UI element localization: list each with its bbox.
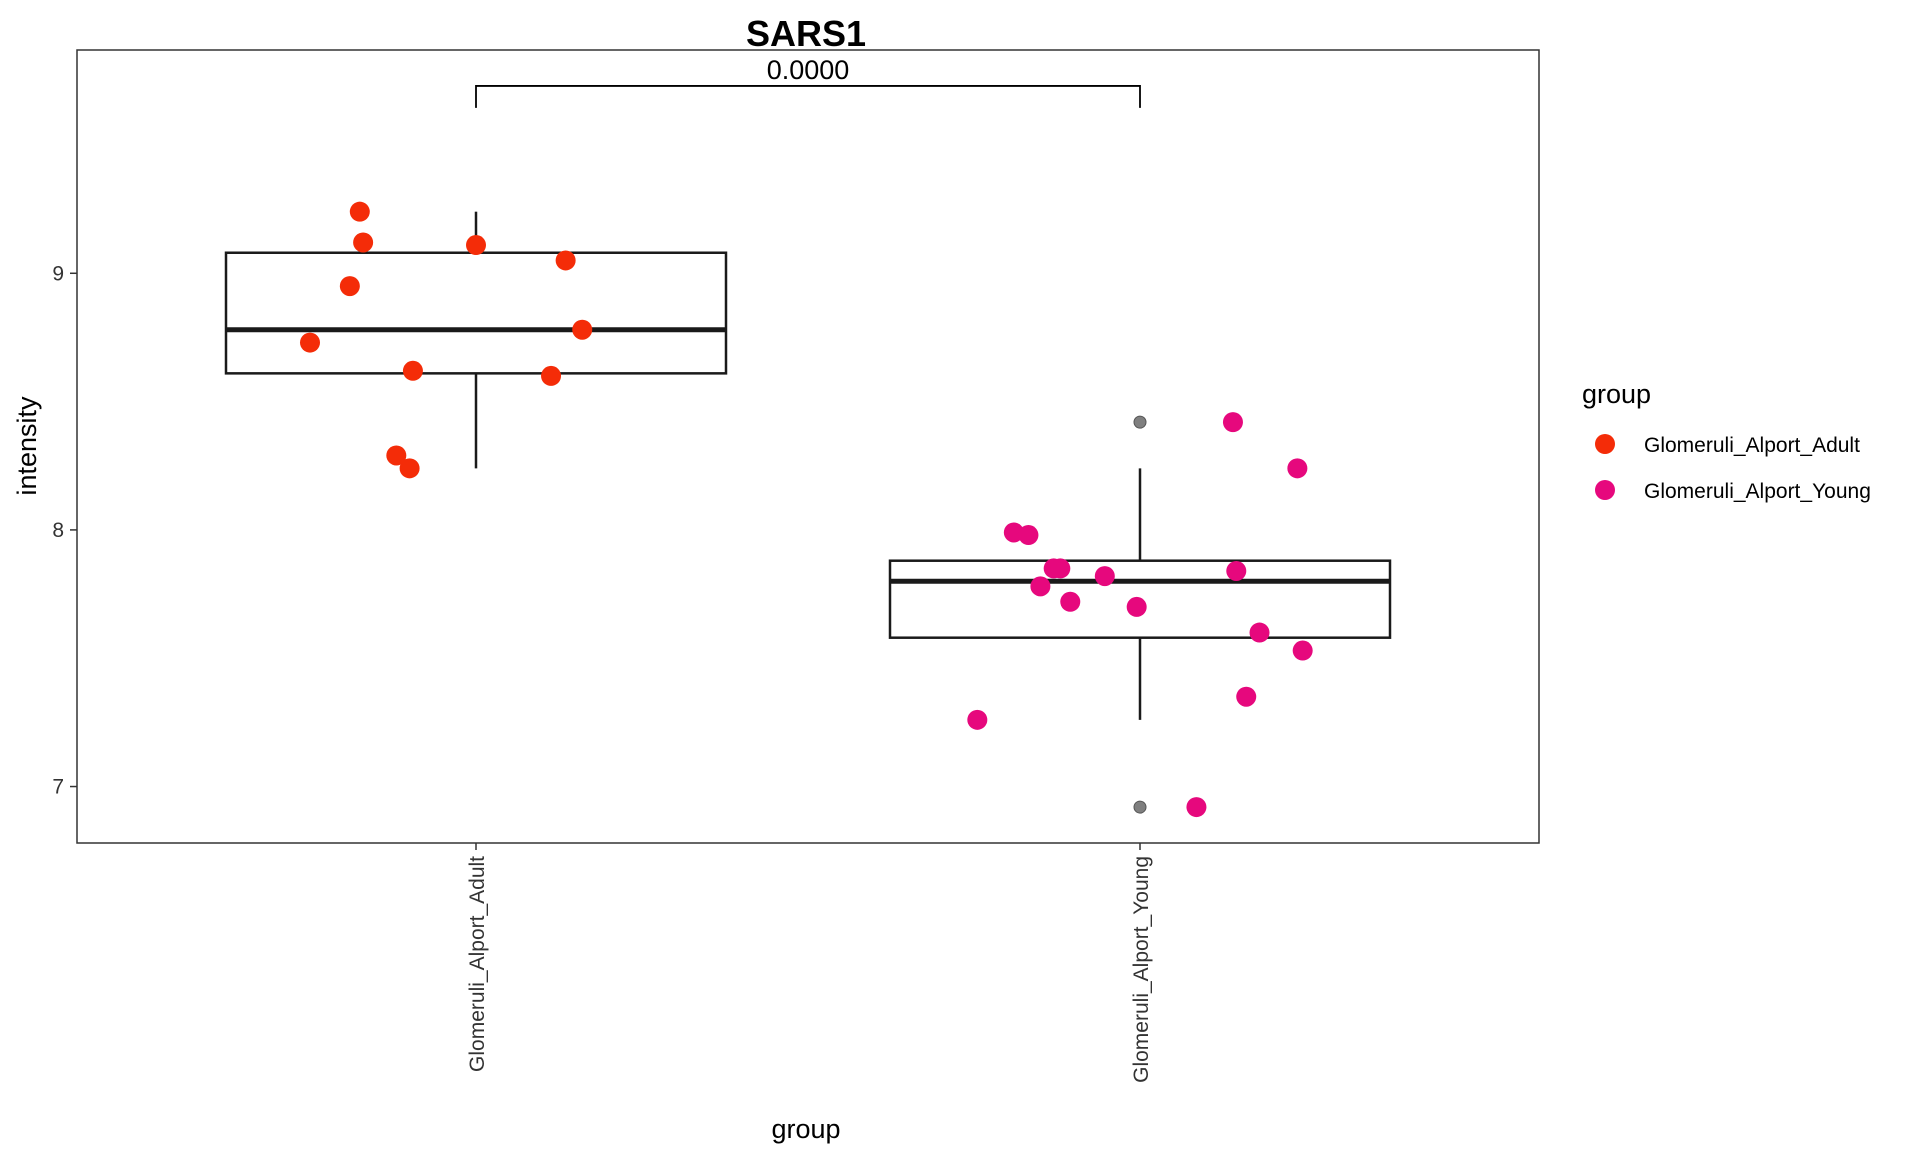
legend-item: Glomeruli_Alport_Young [1595, 480, 1871, 503]
y-axis-title: intensity [12, 396, 42, 496]
legend-item: Glomeruli_Alport_Adult [1595, 434, 1860, 457]
legend-label: Glomeruli_Alport_Young [1644, 480, 1871, 503]
data-point [1287, 458, 1308, 479]
x-tick-label: Glomeruli_Alport_Young [1130, 856, 1153, 1083]
data-point [1094, 566, 1115, 587]
box-Glomeruli_Alport_Young [888, 415, 1392, 814]
chart-title: SARS1 [746, 13, 866, 54]
data-point [967, 709, 988, 730]
data-point [1030, 576, 1051, 597]
x-axis-title: group [771, 1114, 840, 1144]
plot-panel [76, 49, 1540, 844]
x-tick-label: Glomeruli_Alport_Adult [466, 856, 489, 1072]
x-axis: Glomeruli_Alport_Adult Glomeruli_Alport_Y… [466, 843, 1153, 1083]
legend-label: Glomeruli_Alport_Adult [1644, 434, 1860, 457]
data-point [1222, 412, 1243, 433]
data-point [1249, 622, 1270, 643]
outlier-point [1133, 415, 1147, 429]
data-point [1226, 560, 1247, 581]
data-point [1126, 596, 1147, 617]
data-point [402, 360, 423, 381]
data-point [1018, 525, 1039, 546]
outlier-point [1133, 800, 1147, 814]
points-layer [300, 201, 1313, 818]
data-point [1050, 558, 1071, 579]
data-point [572, 319, 593, 340]
data-point [349, 201, 370, 222]
y-tick-label: 9 [52, 262, 64, 285]
comparison-bracket-line [475, 85, 1141, 108]
comparison-bracket: 0.0000 [475, 55, 1141, 108]
legend-key [1595, 434, 1615, 454]
legend-title: group [1582, 379, 1651, 409]
data-point [1060, 591, 1081, 612]
data-point [1292, 640, 1313, 661]
y-axis: 7 8 9 [52, 262, 77, 799]
data-point [541, 365, 562, 386]
data-point [300, 332, 320, 353]
legend-key [1595, 480, 1615, 500]
data-point [353, 232, 374, 253]
data-point [555, 250, 576, 271]
box-Glomeruli_Alport_Adult [224, 211, 728, 469]
data-point [1236, 686, 1257, 707]
comparison-p-value: 0.0000 [767, 55, 850, 85]
interquartile-box [224, 251, 728, 375]
data-point [466, 235, 486, 256]
data-point [386, 445, 407, 466]
data-point [399, 458, 420, 479]
legend: group Glomeruli_Alport_Adult Glomeruli_Alp… [1582, 379, 1871, 503]
y-tick-label: 7 [52, 776, 64, 799]
data-point [339, 276, 360, 297]
data-point [1186, 797, 1207, 818]
boxes-layer [224, 211, 1392, 814]
y-tick-label: 8 [52, 519, 64, 542]
